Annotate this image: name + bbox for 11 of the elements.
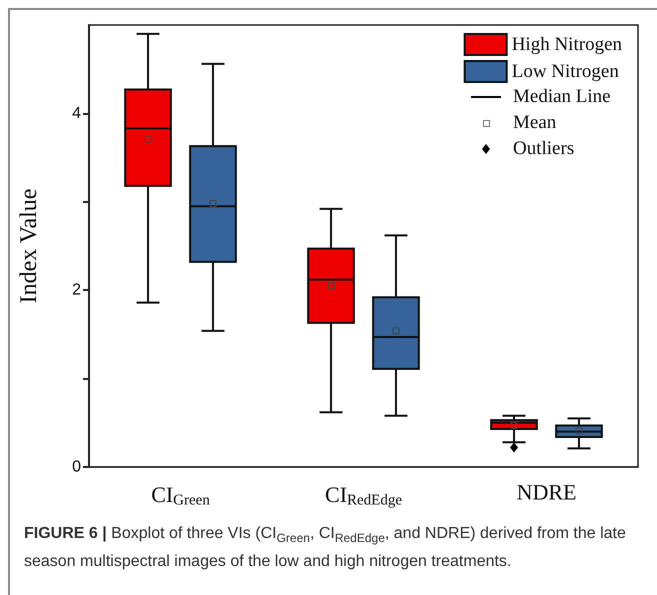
annotation: Mean: [513, 112, 556, 134]
y-tick-label: 0: [72, 458, 82, 476]
annotation: Outliers: [513, 138, 574, 160]
caption: FIGURE 6 | Boxplot of three VIs (CI$_{Green}$, CI$_{RedEdge}$, and NDRE) derived from the late season multispectral images of the low and high nitrogen treatments.: [24, 524, 627, 572]
y-tick-label: 2: [72, 282, 82, 299]
legend-label: Low Nitrogen: [512, 61, 620, 82]
y-axis-title: Index Value: [16, 188, 42, 304]
annotation: Median Line: [513, 86, 611, 108]
x-tick-label: NDRE: [516, 480, 576, 504]
legend-label: High Nitrogen: [512, 34, 622, 55]
y-tick-label: 4: [72, 104, 82, 122]
